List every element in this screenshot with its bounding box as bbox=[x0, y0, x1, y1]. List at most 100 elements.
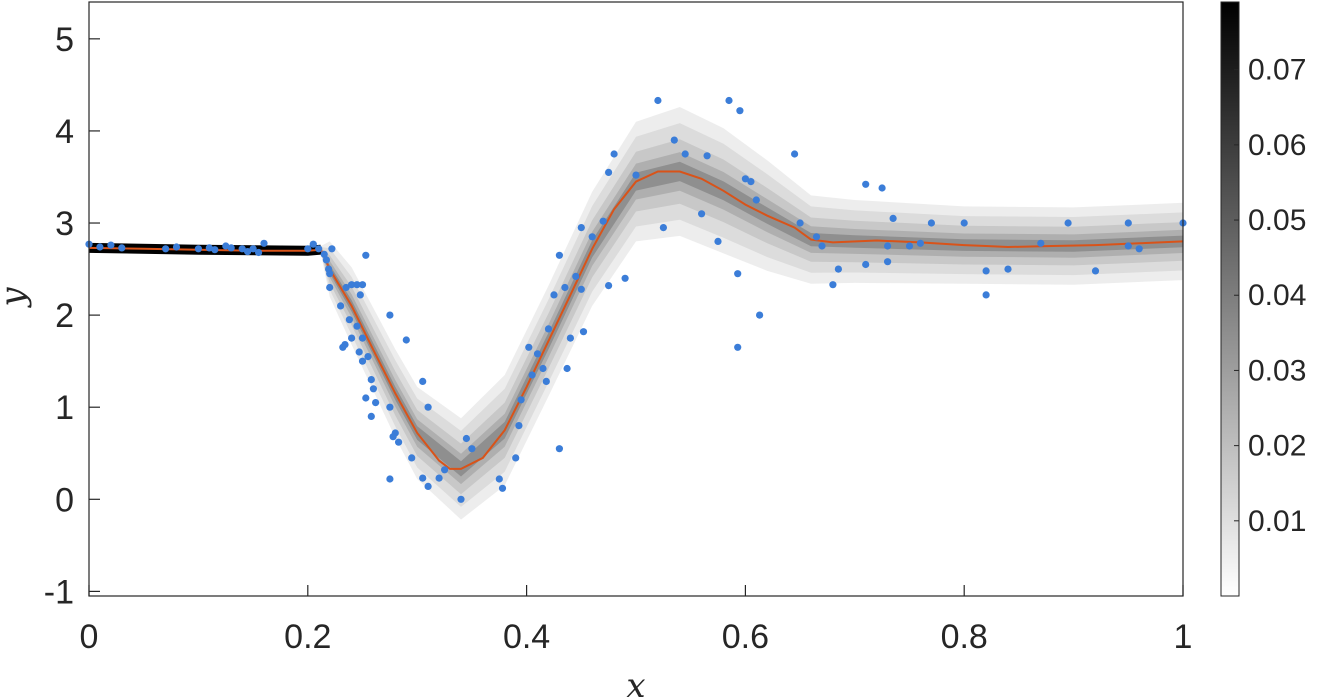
data-point-114 bbox=[878, 184, 886, 192]
data-point-92 bbox=[659, 224, 668, 232]
data-point-101 bbox=[734, 343, 742, 351]
colorbar-tick-label: 0.05 bbox=[1248, 204, 1306, 237]
data-point-58 bbox=[435, 474, 443, 482]
data-point-50 bbox=[395, 438, 403, 446]
data-point-10 bbox=[227, 244, 235, 252]
data-point-61 bbox=[462, 434, 470, 443]
density-layer bbox=[89, 107, 1183, 520]
data-point-54 bbox=[419, 377, 427, 385]
data-point-100 bbox=[734, 270, 742, 278]
data-point-99 bbox=[736, 107, 744, 115]
x-tick-label: 0.2 bbox=[284, 618, 331, 656]
data-point-9 bbox=[222, 242, 230, 250]
x-tick-label: 0.8 bbox=[941, 618, 988, 656]
data-point-24 bbox=[326, 283, 334, 292]
data-point-130 bbox=[1135, 245, 1143, 253]
data-point-45 bbox=[367, 412, 375, 420]
x-tick-label: 0 bbox=[80, 618, 99, 656]
data-point-20 bbox=[322, 256, 330, 264]
data-point-34 bbox=[345, 316, 353, 324]
data-point-40 bbox=[358, 357, 367, 365]
y-tick-label: -1 bbox=[44, 573, 74, 611]
data-point-18 bbox=[315, 245, 323, 253]
data-point-78 bbox=[563, 364, 571, 373]
data-point-83 bbox=[577, 224, 585, 232]
data-point-113 bbox=[862, 260, 870, 269]
density-band-1 bbox=[89, 123, 1183, 507]
data-point-28 bbox=[353, 281, 361, 289]
data-point-127 bbox=[1091, 267, 1100, 275]
data-point-51 bbox=[386, 475, 394, 483]
data-point-44 bbox=[372, 399, 380, 407]
data-point-12 bbox=[244, 248, 252, 256]
data-point-121 bbox=[960, 219, 968, 227]
data-point-75 bbox=[555, 251, 564, 259]
data-point-125 bbox=[1037, 239, 1045, 247]
data-point-97 bbox=[714, 237, 722, 245]
data-point-108 bbox=[812, 233, 821, 241]
density-band-4 bbox=[89, 161, 1183, 477]
data-point-37 bbox=[358, 334, 367, 342]
data-point-74 bbox=[550, 291, 558, 299]
data-point-14 bbox=[255, 248, 263, 257]
data-point-119 bbox=[916, 239, 925, 247]
data-point-117 bbox=[889, 214, 897, 222]
data-point-118 bbox=[905, 242, 914, 250]
data-point-122 bbox=[982, 267, 990, 275]
data-point-49 bbox=[389, 433, 397, 441]
points-layer bbox=[85, 96, 1187, 503]
data-point-30 bbox=[356, 291, 364, 299]
data-point-16 bbox=[304, 245, 312, 253]
data-point-123 bbox=[982, 291, 990, 299]
data-point-4 bbox=[162, 245, 170, 253]
data-point-60 bbox=[457, 495, 465, 503]
data-point-59 bbox=[441, 466, 449, 474]
data-point-13 bbox=[249, 245, 257, 253]
data-point-66 bbox=[515, 422, 523, 430]
data-point-2 bbox=[107, 241, 115, 249]
data-point-109 bbox=[818, 242, 826, 250]
data-point-8 bbox=[211, 246, 219, 254]
data-point-3 bbox=[118, 244, 126, 252]
data-point-106 bbox=[791, 150, 799, 158]
x-tick-label: 0.4 bbox=[503, 618, 550, 656]
data-point-84 bbox=[588, 233, 596, 241]
plot-frame bbox=[88, 1, 1184, 597]
data-point-5 bbox=[172, 243, 181, 251]
x-axis-label: x bbox=[626, 666, 645, 699]
colorbar-tick-label: 0.06 bbox=[1248, 129, 1306, 162]
data-point-110 bbox=[829, 281, 837, 289]
data-point-19 bbox=[320, 250, 328, 258]
data-point-69 bbox=[528, 371, 536, 379]
density-band-0 bbox=[89, 107, 1183, 520]
data-point-29 bbox=[358, 281, 367, 289]
data-point-38 bbox=[355, 348, 363, 356]
y-tick-label: 1 bbox=[55, 389, 74, 427]
data-point-79 bbox=[566, 334, 575, 342]
data-point-26 bbox=[342, 283, 350, 292]
colorbar-tick-label: 0.02 bbox=[1248, 430, 1306, 463]
data-point-80 bbox=[572, 272, 580, 280]
data-point-86 bbox=[605, 282, 613, 290]
x-tick-label: 1 bbox=[1174, 618, 1193, 656]
data-point-81 bbox=[577, 285, 585, 293]
data-point-73 bbox=[544, 325, 553, 333]
data-point-47 bbox=[386, 403, 394, 411]
data-point-90 bbox=[632, 171, 640, 179]
data-point-95 bbox=[698, 210, 706, 218]
data-point-112 bbox=[862, 180, 870, 188]
data-point-88 bbox=[610, 150, 618, 158]
density-band-3 bbox=[89, 152, 1183, 485]
data-point-94 bbox=[681, 150, 689, 158]
x-tick-label: 0.6 bbox=[722, 618, 769, 656]
data-point-103 bbox=[747, 178, 755, 186]
data-point-120 bbox=[927, 219, 936, 227]
data-point-46 bbox=[386, 311, 394, 319]
data-point-102 bbox=[741, 175, 750, 183]
data-point-72 bbox=[542, 377, 550, 385]
curve-layer bbox=[89, 170, 1183, 470]
colorbar-tick-label: 0.07 bbox=[1248, 54, 1306, 87]
data-point-77 bbox=[561, 283, 569, 292]
data-point-98 bbox=[725, 96, 733, 105]
